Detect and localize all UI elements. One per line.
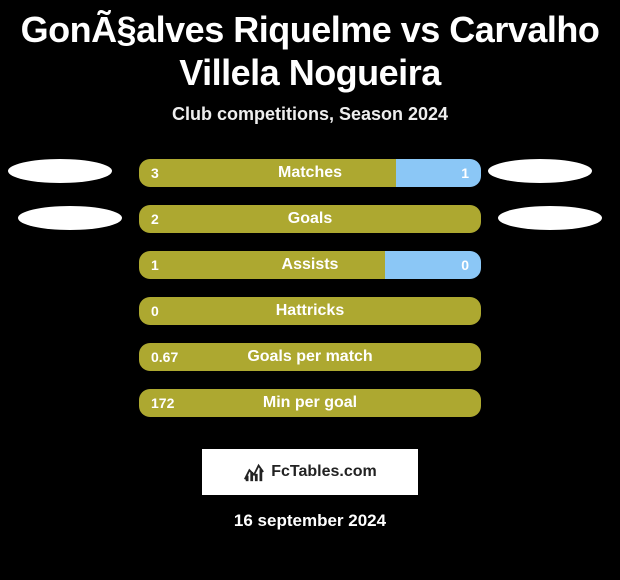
bar-left	[139, 297, 481, 325]
bar-track	[139, 205, 481, 233]
bar-track	[139, 343, 481, 371]
chart-icon	[243, 461, 265, 483]
bar-left	[139, 205, 481, 233]
bar-left	[139, 159, 396, 187]
stat-row: Matches31	[0, 159, 620, 205]
page-subtitle: Club competitions, Season 2024	[0, 104, 620, 125]
bar-left	[139, 389, 481, 417]
bar-left	[139, 343, 481, 371]
stat-row: Assists10	[0, 251, 620, 297]
bar-right	[396, 159, 482, 187]
bar-track	[139, 297, 481, 325]
stat-row: Hattricks0	[0, 297, 620, 343]
date-text: 16 september 2024	[0, 511, 620, 531]
stat-row: Min per goal172	[0, 389, 620, 435]
bar-right	[385, 251, 481, 279]
attribution-text: FcTables.com	[271, 463, 377, 481]
bar-track	[139, 251, 481, 279]
bar-track	[139, 159, 481, 187]
bar-left	[139, 251, 385, 279]
attribution-box: FcTables.com	[202, 449, 418, 495]
page-title: GonÃ§alves Riquelme vs Carvalho Villela …	[0, 0, 620, 94]
bar-track	[139, 389, 481, 417]
stat-row: Goals per match0.67	[0, 343, 620, 389]
stat-row: Goals2	[0, 205, 620, 251]
stats-container: Matches31Goals2Assists10Hattricks0Goals …	[0, 159, 620, 435]
